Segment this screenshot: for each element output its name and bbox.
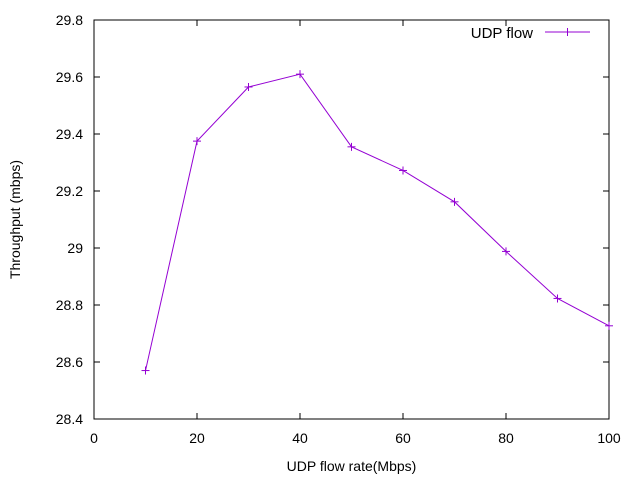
- x-tick-label: 60: [395, 430, 411, 446]
- data-point-marker: [141, 366, 150, 375]
- legend-marker: [563, 28, 572, 36]
- legend-label-udp-flow: UDP flow: [471, 25, 533, 42]
- x-tick-label: 40: [292, 430, 308, 446]
- y-tick-label: 29.4: [56, 126, 83, 142]
- data-point-marker: [605, 321, 613, 330]
- x-tick-label: 20: [189, 430, 205, 446]
- y-tick-label: 29.2: [56, 183, 83, 199]
- data-point-marker: [296, 70, 304, 79]
- ticks-layer: 0 20 40 60 80 100 28.4 28.6 28.8 29 29.2 29.4 29.6 29…: [56, 12, 621, 446]
- legend: UDP flow: [471, 25, 590, 42]
- data-point-marker: [553, 294, 562, 303]
- x-axis-label: UDP flow rate(Mbps): [287, 458, 417, 474]
- data-point-marker: [347, 142, 356, 151]
- data-point-marker: [244, 82, 253, 91]
- y-tick-label: 29.6: [56, 69, 83, 85]
- data-point-marker: [399, 166, 407, 175]
- y-axis-label: Throughput (mbps): [7, 160, 23, 279]
- data-point-marker: [450, 197, 459, 206]
- plot-frame: [93, 19, 610, 420]
- data-point-marker: [193, 137, 201, 146]
- y-tick-label: 29: [67, 240, 83, 256]
- x-tick-label: 0: [90, 430, 98, 446]
- series-line-udp-flow: [145, 73, 610, 371]
- x-tick-label: 100: [597, 430, 621, 446]
- y-tick-label: 28.8: [56, 297, 83, 313]
- y-tick-label: 29.8: [56, 12, 83, 28]
- x-tick-label: 80: [498, 430, 514, 446]
- series-layer: [141, 70, 613, 375]
- y-tick-label: 28.4: [56, 411, 83, 427]
- y-tick-label: 28.6: [56, 354, 83, 370]
- data-point-marker: [502, 247, 510, 256]
